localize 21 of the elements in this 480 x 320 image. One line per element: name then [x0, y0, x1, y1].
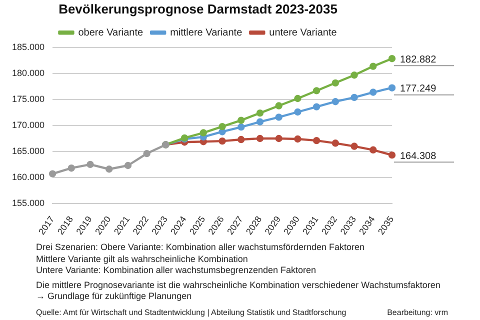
y-tick-label: 160.000 — [12, 172, 45, 182]
y-tick-label: 185.000 — [12, 42, 45, 52]
legend-label: untere Variante — [269, 27, 338, 38]
y-tick-label: 175.000 — [12, 94, 45, 104]
y-tick-label: 155.000 — [12, 198, 45, 208]
data-label: 182.882 — [400, 54, 437, 66]
source-note: Quelle: Amt für Wirtschaft und Stadtentwicklung | Abteilung Statistik und Stadtforschung — [36, 306, 346, 318]
legend-label: obere Variante — [78, 27, 144, 38]
y-tick-label: 165.000 — [12, 146, 45, 156]
text: Mittlere Variante gilt als wahrscheinliche Kombination — [36, 254, 249, 265]
chart-title: Bevölkerungsprognose Darmstadt 2023-2035 — [58, 1, 338, 16]
legend-label: mittlere Variante — [170, 27, 243, 38]
data-label: 177.249 — [400, 84, 437, 95]
text: → Grundlage für zukünftige Planungen — [36, 291, 193, 302]
text: Drei Szenarien: Obere Variante: Kombination aller wachstumsfördernden Faktoren — [36, 242, 366, 254]
text: Die mittlere Prognosevariante ist die wahrscheinliche Kombination verschiedener Wachstumsfaktoren — [36, 280, 442, 291]
text: Bearbeitung: vrm — [387, 306, 448, 318]
y-tick-label: 170.000 — [12, 120, 45, 130]
y-tick-label: 180.000 — [12, 68, 45, 78]
data-label: 164.308 — [400, 150, 437, 162]
text: Untere Variante: Kombination aller wachstumsbegrenzenden Faktoren — [36, 265, 317, 276]
